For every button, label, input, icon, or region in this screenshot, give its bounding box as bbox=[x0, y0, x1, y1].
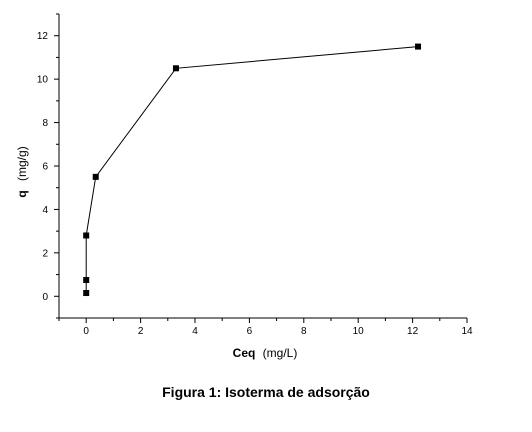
y-axis-title-unit: (mg/g) bbox=[15, 146, 29, 181]
x-axis-title: Ceq (mg/L) bbox=[233, 346, 298, 360]
x-tick-label: 0 bbox=[83, 326, 89, 337]
data-point-marker bbox=[83, 232, 90, 239]
x-tick-label: 12 bbox=[407, 326, 419, 337]
x-tick-label: 10 bbox=[353, 326, 365, 337]
x-tick-label: 4 bbox=[192, 326, 198, 337]
y-tick-label: 0 bbox=[42, 292, 48, 303]
y-tick-label: 2 bbox=[42, 248, 48, 259]
data-point-marker bbox=[415, 43, 422, 50]
x-tick-label: 6 bbox=[247, 326, 253, 337]
y-tick-label: 12 bbox=[37, 31, 49, 42]
y-tick-label: 6 bbox=[42, 162, 48, 173]
y-axis-title: q (mg/g) bbox=[15, 146, 29, 197]
x-axis-title-variable: Ceq bbox=[233, 346, 256, 360]
data-series bbox=[83, 43, 422, 297]
axis-ticks: 0 2 4 6 8 10 12 14 0 2 4 6 8 10 12 bbox=[37, 13, 473, 337]
y-tick-label: 8 bbox=[42, 118, 48, 129]
isotherm-chart: 0 2 4 6 8 10 12 14 0 2 4 6 8 10 12 Ceq (mg/L) q (mg/g) bbox=[15, 13, 473, 360]
x-tick-label: 14 bbox=[461, 326, 473, 337]
x-axis-title-unit: (mg/L) bbox=[263, 346, 298, 360]
x-tick-label: 2 bbox=[138, 326, 144, 337]
data-point-marker bbox=[83, 290, 90, 297]
y-tick-label: 4 bbox=[42, 205, 48, 216]
series-line bbox=[85, 46, 419, 293]
y-axis-title-variable: q bbox=[15, 190, 29, 197]
figure-caption: Figura 1: Isoterma de adsorção bbox=[162, 384, 370, 400]
data-point-marker bbox=[92, 173, 99, 180]
axes bbox=[58, 14, 467, 319]
data-point-marker bbox=[83, 277, 90, 283]
y-tick-label: 10 bbox=[37, 75, 49, 86]
x-tick-label: 8 bbox=[301, 326, 307, 337]
data-point-marker bbox=[172, 65, 179, 72]
